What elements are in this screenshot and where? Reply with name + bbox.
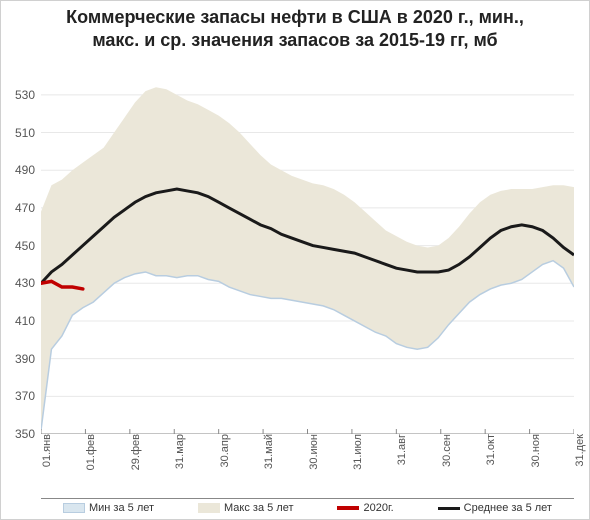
x-tick-label: 30.ноя bbox=[530, 434, 542, 467]
x-tick-label: 31.окт bbox=[485, 434, 497, 465]
legend: Мин за 5 лет Макс за 5 лет 2020г. Среднее з… bbox=[41, 498, 574, 514]
legend-label: Макс за 5 лет bbox=[224, 502, 294, 514]
range-band bbox=[41, 87, 574, 430]
x-axis: 01.янв 01.фев 29.фев 31.мар 30.апр 31.май 30.и… bbox=[41, 434, 574, 489]
legend-swatch bbox=[438, 507, 460, 510]
y-tick-label: 450 bbox=[15, 239, 35, 253]
legend-swatch bbox=[337, 506, 359, 510]
plot-area bbox=[41, 76, 574, 434]
x-tick-label: 31.авг bbox=[396, 434, 408, 465]
legend-label: Мин за 5 лет bbox=[89, 502, 154, 514]
y-tick-label: 390 bbox=[15, 352, 35, 366]
x-tick-label: 30.апр bbox=[219, 434, 231, 467]
legend-swatch bbox=[63, 503, 85, 513]
y-tick-label: 530 bbox=[15, 88, 35, 102]
legend-item-y2020: 2020г. bbox=[337, 502, 393, 514]
legend-swatch bbox=[198, 503, 220, 513]
y-axis: 350370390410430450470490510530 bbox=[1, 76, 39, 434]
legend-label: Среднее за 5 лет bbox=[464, 502, 552, 514]
y-tick-label: 470 bbox=[15, 201, 35, 215]
y-tick-label: 350 bbox=[15, 427, 35, 441]
x-tick-label: 31.дек bbox=[574, 434, 586, 467]
y-tick-label: 370 bbox=[15, 389, 35, 403]
chart-container: Коммерческие запасы нефти в США в 2020 г… bbox=[0, 0, 590, 520]
chart-svg bbox=[41, 76, 574, 434]
y-tick-label: 410 bbox=[15, 314, 35, 328]
x-tick-label: 01.фев bbox=[85, 434, 97, 470]
legend-item-max5y: Макс за 5 лет bbox=[198, 502, 294, 514]
legend-item-min5y: Мин за 5 лет bbox=[63, 502, 154, 514]
x-tick-label: 30.сен bbox=[441, 434, 453, 467]
x-tick-label: 31.июл bbox=[352, 434, 364, 470]
y-tick-label: 510 bbox=[15, 126, 35, 140]
x-tick-label: 01.янв bbox=[41, 434, 53, 467]
x-tick-label: 31.май bbox=[263, 434, 275, 469]
chart-title-line1: Коммерческие запасы нефти в США в 2020 г… bbox=[66, 7, 524, 27]
legend-label: 2020г. bbox=[363, 502, 393, 514]
y-tick-label: 430 bbox=[15, 276, 35, 290]
x-tick-label: 31.мар bbox=[174, 434, 186, 469]
y-tick-label: 490 bbox=[15, 163, 35, 177]
chart-title-line2: макс. и ср. значения запасов за 2015-19 … bbox=[92, 30, 497, 50]
x-tick-label: 30.июн bbox=[308, 434, 320, 470]
x-tick-label: 29.фев bbox=[130, 434, 142, 470]
chart-title: Коммерческие запасы нефти в США в 2020 г… bbox=[1, 6, 589, 53]
legend-item-avg5y: Среднее за 5 лет bbox=[438, 502, 552, 514]
